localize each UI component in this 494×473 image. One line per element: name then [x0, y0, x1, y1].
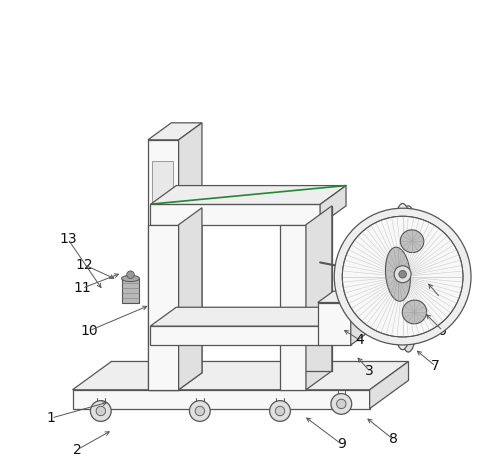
Polygon shape	[148, 123, 202, 140]
Text: 9: 9	[337, 437, 346, 451]
Ellipse shape	[122, 275, 139, 281]
Circle shape	[342, 216, 463, 337]
Text: 7: 7	[431, 359, 440, 373]
Circle shape	[96, 406, 106, 416]
Circle shape	[275, 406, 285, 416]
Text: 2: 2	[73, 443, 82, 456]
Polygon shape	[179, 208, 202, 390]
Polygon shape	[370, 361, 409, 409]
Polygon shape	[73, 390, 370, 409]
Text: 3: 3	[365, 364, 374, 378]
Polygon shape	[148, 140, 179, 390]
Polygon shape	[351, 291, 367, 345]
Text: 8: 8	[389, 432, 398, 447]
Polygon shape	[150, 204, 320, 225]
Polygon shape	[318, 303, 351, 345]
Text: 4: 4	[356, 333, 365, 347]
Circle shape	[399, 271, 407, 278]
Circle shape	[190, 401, 210, 421]
Polygon shape	[150, 326, 320, 345]
Polygon shape	[150, 185, 346, 204]
Ellipse shape	[400, 230, 424, 253]
Ellipse shape	[395, 206, 421, 352]
Text: 11: 11	[73, 281, 91, 295]
Text: 5: 5	[436, 291, 445, 305]
Ellipse shape	[389, 203, 416, 350]
Text: 10: 10	[80, 324, 98, 338]
Polygon shape	[306, 206, 332, 390]
Polygon shape	[148, 225, 179, 390]
Circle shape	[334, 208, 471, 345]
Polygon shape	[320, 185, 346, 225]
Polygon shape	[280, 225, 306, 390]
Text: 1: 1	[47, 411, 56, 425]
Polygon shape	[318, 291, 367, 303]
Polygon shape	[150, 307, 346, 326]
Polygon shape	[73, 361, 409, 390]
Ellipse shape	[385, 247, 411, 301]
Text: 12: 12	[76, 258, 93, 272]
Text: 6: 6	[438, 324, 447, 338]
Polygon shape	[122, 279, 139, 303]
Circle shape	[336, 399, 346, 409]
Circle shape	[394, 266, 411, 283]
Ellipse shape	[402, 300, 427, 324]
Polygon shape	[320, 307, 346, 345]
Text: 13: 13	[59, 232, 77, 246]
Circle shape	[90, 401, 111, 421]
Circle shape	[195, 406, 205, 416]
Circle shape	[270, 401, 290, 421]
Polygon shape	[152, 161, 173, 255]
Polygon shape	[179, 123, 202, 390]
Circle shape	[331, 394, 352, 414]
Circle shape	[127, 271, 134, 279]
